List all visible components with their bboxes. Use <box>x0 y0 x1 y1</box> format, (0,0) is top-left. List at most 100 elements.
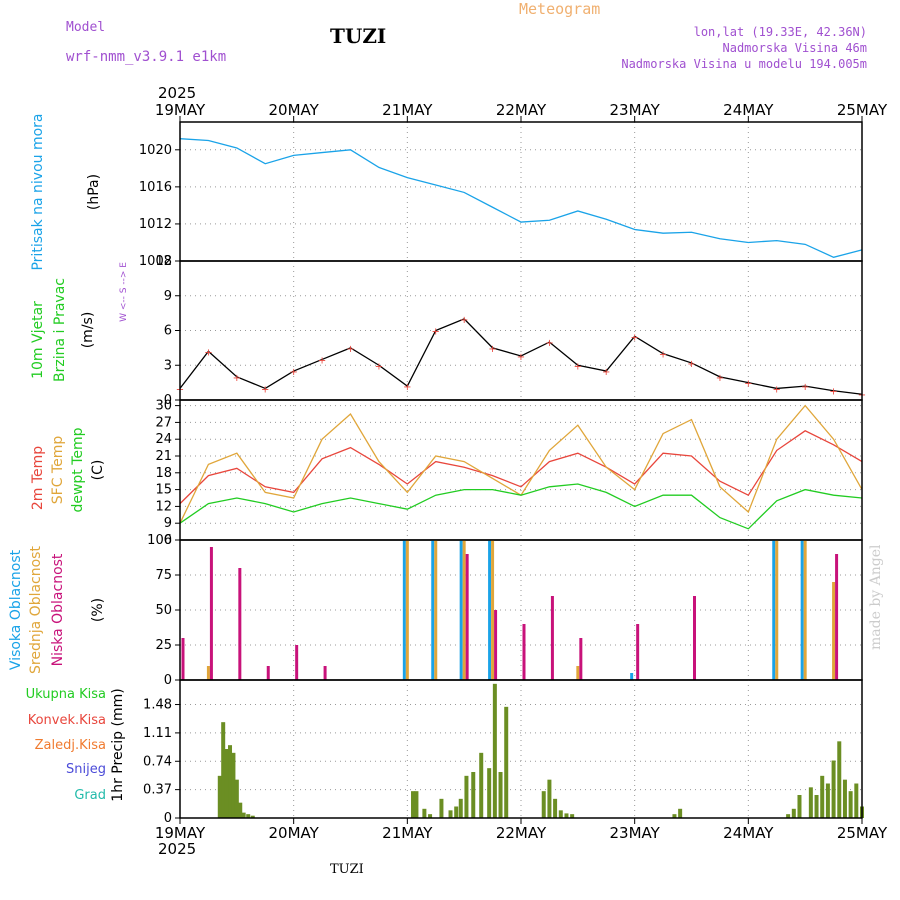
y-tick-label: 100 <box>147 533 172 548</box>
wind-gust-marker: + <box>517 352 525 363</box>
bar-ukupna-kisa <box>498 772 503 818</box>
y-label-cloud-unit: (%) <box>90 598 106 622</box>
bar-niska-oblacnost <box>579 638 583 680</box>
y-label-mid-cloud: Srednja Oblacnost <box>28 546 44 674</box>
y-tick-label: 0 <box>164 393 172 408</box>
bar-ukupna-kisa <box>570 814 575 818</box>
year-label-top: 2025 <box>158 84 196 102</box>
bar-niska-oblacnost <box>295 645 299 680</box>
y-tick-label: 1.48 <box>143 698 172 713</box>
precip-legend-entry: Ukupna Kisa <box>26 687 106 702</box>
bar-srednja-oblacnost <box>803 540 807 680</box>
bar-srednja-oblacnost <box>576 666 580 680</box>
wind-gust-marker: + <box>801 382 809 393</box>
y-tick-label: 15 <box>155 483 172 498</box>
bar-ukupna-kisa <box>464 775 469 818</box>
precip-legend-entry: Snijeg <box>66 762 106 777</box>
y-label-pressure: Pritisak na nivou mora <box>30 113 46 270</box>
series-line-wind <box>179 318 863 395</box>
x-tick-label-top: 24MAY <box>723 101 774 119</box>
x-tick-label-top: 22MAY <box>496 101 547 119</box>
bar-ukupna-kisa <box>553 798 558 818</box>
bar-ukupna-kisa <box>428 814 433 818</box>
bar-ukupna-kisa <box>808 787 813 818</box>
bar-visoka-oblacnost <box>402 540 406 680</box>
bar-niska-oblacnost <box>522 624 526 680</box>
y-tick-label: 1008 <box>139 254 172 269</box>
y-tick-label: 9 <box>164 289 172 304</box>
wind-gust-marker: + <box>488 344 496 355</box>
bar-ukupna-kisa <box>672 814 677 818</box>
wind-gust-marker: + <box>261 384 269 395</box>
x-tick-label-bottom: 23MAY <box>610 824 661 842</box>
y-label-wind-2: Brzina i Pravac <box>52 278 68 382</box>
bar-ukupna-kisa <box>448 810 453 818</box>
bar-niska-oblacnost <box>266 666 270 680</box>
bar-ukupna-kisa <box>504 706 509 818</box>
y-tick-label: 30 <box>155 399 172 414</box>
bar-niska-oblacnost <box>323 666 327 680</box>
bar-srednja-oblacnost <box>405 540 409 680</box>
y-tick-label: 50 <box>155 603 172 618</box>
y-tick-label: 12 <box>155 254 172 269</box>
y-label-low-cloud: Niska Oblacnost <box>50 553 66 666</box>
bar-visoka-oblacnost <box>772 540 776 680</box>
bar-ukupna-kisa <box>231 752 236 818</box>
bar-ukupna-kisa <box>411 791 416 818</box>
bar-ukupna-kisa <box>228 745 233 818</box>
x-tick-label-top: 25MAY <box>837 101 888 119</box>
bar-ukupna-kisa <box>479 752 484 818</box>
y-label-wind-unit: (m/s) <box>80 312 96 349</box>
y-tick-label: 1020 <box>139 143 172 158</box>
precip-legend-entry: Grad <box>74 788 106 803</box>
x-tick-label-top: 19MAY <box>155 101 206 119</box>
series-line-pressure <box>179 138 863 258</box>
bar-ukupna-kisa <box>250 815 255 818</box>
bar-niska-oblacnost <box>835 554 839 680</box>
bottom-station-name: TUZI <box>330 862 364 877</box>
bar-ukupna-kisa <box>487 768 492 818</box>
wind-gust-marker: + <box>204 347 212 358</box>
bar-niska-oblacnost <box>238 568 242 680</box>
wind-gust-marker: + <box>716 373 724 384</box>
bar-ukupna-kisa <box>238 802 243 818</box>
y-label-2m-temp: 2m Temp <box>30 446 46 510</box>
wind-gust-marker: + <box>574 361 582 372</box>
bar-ukupna-kisa <box>246 814 251 818</box>
y-tick-label: 75 <box>155 568 172 583</box>
model-name: wrf-nmm_v3.9.1 e1km <box>66 49 227 65</box>
y-tick-label: 6 <box>164 324 172 339</box>
y-tick-label: 9 <box>164 516 172 531</box>
bar-ukupna-kisa <box>786 814 791 818</box>
y-label-wind-1: 10m Vjetar <box>30 301 46 379</box>
y-tick-label: 24 <box>155 432 172 447</box>
model-label: Model <box>66 20 106 35</box>
wind-gust-marker: + <box>602 367 610 378</box>
y-tick-label: 18 <box>155 466 172 481</box>
wind-gust-marker: + <box>773 384 781 395</box>
bar-ukupna-kisa <box>678 808 683 818</box>
x-tick-label-bottom: 24MAY <box>723 824 774 842</box>
x-tick-label-bottom: 25MAY <box>837 824 888 842</box>
wind-gust-marker: + <box>545 338 553 349</box>
series-line-dewpt-temp <box>179 483 863 530</box>
x-tick-label-top: 21MAY <box>382 101 433 119</box>
y-tick-label: 12 <box>155 499 172 514</box>
wind-gust-marker: + <box>289 367 297 378</box>
bar-visoka-oblacnost <box>800 540 804 680</box>
bar-ukupna-kisa <box>547 779 552 818</box>
wind-gust-marker: + <box>403 382 411 393</box>
bar-niska-oblacnost <box>181 638 185 680</box>
bar-ukupna-kisa <box>422 808 427 818</box>
lonlat: lon,lat (19.33E, 42.36N) <box>693 25 867 39</box>
bar-visoka-oblacnost <box>459 540 463 680</box>
y-tick-label: 6 <box>164 533 172 548</box>
bar-ukupna-kisa <box>831 760 836 818</box>
model-elevation: Nadmorska Visina u modelu 194.005m <box>621 57 867 71</box>
bar-ukupna-kisa <box>439 798 444 818</box>
wind-gust-marker: + <box>687 359 695 370</box>
bar-ukupna-kisa <box>791 808 796 818</box>
wind-gust-marker: + <box>630 332 638 343</box>
bar-srednja-oblacnost <box>434 540 438 680</box>
